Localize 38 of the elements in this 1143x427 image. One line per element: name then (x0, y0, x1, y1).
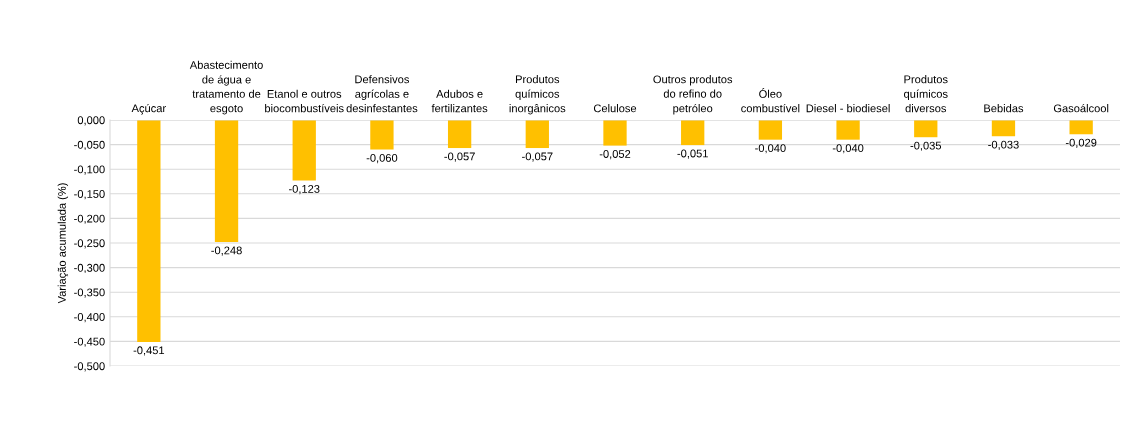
x-tick-label: Gasoálcool (1053, 103, 1109, 113)
x-tick-label: Adubos e fertilizantes (431, 89, 488, 113)
x-tick-label: Bebidas (984, 104, 1024, 113)
data-label: -0,040 (832, 144, 864, 154)
x-tick-label: Defensivos agrícolas e desinfestantes (346, 75, 418, 113)
data-label: -0,029 (1065, 138, 1097, 148)
y-tick-label: 0,000 (77, 116, 105, 126)
y-tick-label: -0,400 (74, 313, 105, 323)
data-label: -0,040 (755, 144, 786, 154)
data-label: -0,248 (211, 246, 242, 256)
y-tick-label: -0,350 (74, 288, 105, 298)
x-tick-label: Açúcar (131, 103, 166, 115)
data-label: -0,057 (522, 152, 553, 162)
y-tick-label: -0,250 (74, 239, 105, 249)
data-label: -0,051 (677, 149, 708, 159)
data-label: -0,035 (910, 141, 942, 151)
x-tick-label: Etanol e outros biocombustíveis (265, 89, 344, 113)
x-tick-label: Diesel - biodiesel (806, 104, 890, 113)
y-tick-label: -0,300 (74, 263, 105, 274)
x-tick-label: Produtos químicos inorgânicos (509, 75, 566, 115)
y-tick-label: -0,200 (74, 214, 105, 224)
x-tick-label: Produtos químicos diversos (904, 75, 948, 113)
data-label: -0,057 (444, 152, 475, 162)
y-tick-label: -0,050 (74, 140, 105, 151)
data-label: -0,060 (366, 153, 398, 164)
data-label: -0,451 (133, 346, 165, 356)
y-axis-title: Variação acumulada (%) (57, 183, 69, 304)
x-tick-label: Óleo combustível (741, 88, 800, 113)
data-label: -0,033 (988, 140, 1019, 150)
y-tick-label: -0,150 (74, 190, 105, 200)
y-tick-label: -0,500 (74, 362, 105, 372)
y-tick-label: -0,100 (74, 165, 105, 175)
y-tick-label: -0,450 (74, 337, 105, 347)
x-tick-label: Celulose (593, 104, 637, 113)
x-tick-label: Abastecimento de água e tratamento de esgoto (189, 60, 263, 115)
x-tick-label: Outros produtos do refino do petróleo (653, 75, 733, 115)
data-label: -0,052 (599, 150, 631, 160)
data-label: -0,123 (288, 184, 320, 195)
